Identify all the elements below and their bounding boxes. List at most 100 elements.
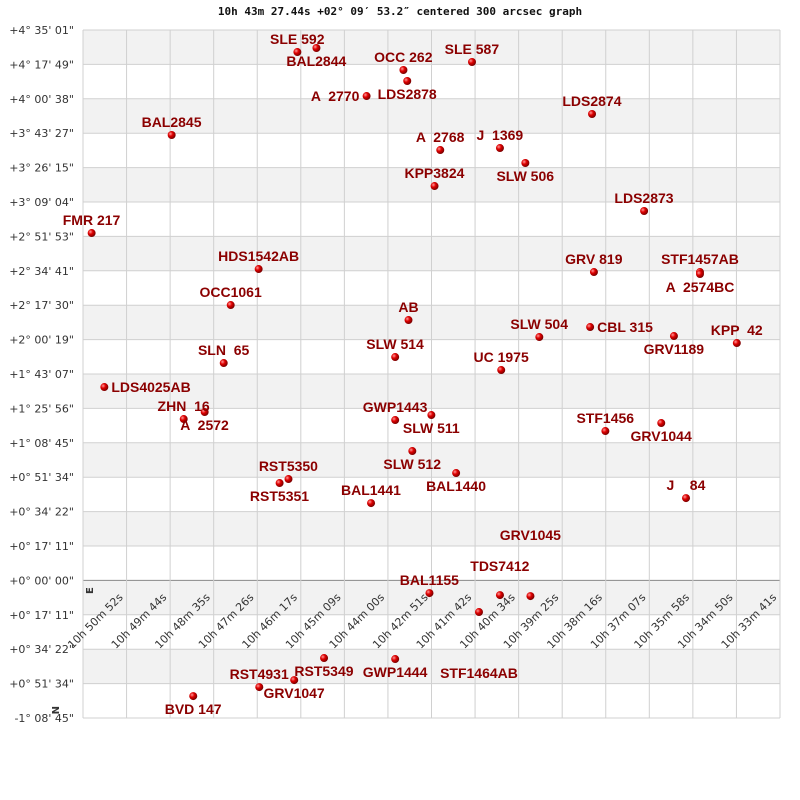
y-tick-label: -1° 08' 45" bbox=[14, 712, 74, 725]
star-label: RST5351 bbox=[250, 488, 309, 504]
star-marker[interactable] bbox=[640, 207, 649, 216]
star-label: BAL1440 bbox=[426, 478, 486, 494]
star-marker[interactable] bbox=[468, 57, 477, 66]
star-marker[interactable] bbox=[430, 182, 439, 191]
star-label: SLE 587 bbox=[445, 41, 500, 57]
y-tick-label: +2° 17' 30" bbox=[9, 299, 74, 312]
star-marker[interactable] bbox=[226, 301, 235, 310]
y-tick-label: +0° 17' 11" bbox=[9, 609, 74, 622]
star-marker[interactable] bbox=[732, 339, 741, 348]
y-tick-label: +0° 34' 22" bbox=[9, 643, 74, 656]
star-label: SLW 514 bbox=[366, 336, 424, 352]
star-label: GRV1189 bbox=[644, 341, 705, 357]
star-label: GRV1044 bbox=[631, 428, 692, 444]
star-marker[interactable] bbox=[189, 692, 198, 701]
star-marker[interactable] bbox=[427, 411, 436, 420]
star-marker[interactable] bbox=[219, 359, 228, 368]
star-marker[interactable] bbox=[391, 353, 400, 362]
star-marker[interactable] bbox=[495, 144, 504, 153]
star-label: GWP1444 bbox=[363, 664, 428, 680]
star-marker[interactable] bbox=[254, 265, 263, 274]
star-marker[interactable] bbox=[320, 654, 329, 663]
star-marker[interactable] bbox=[586, 323, 595, 332]
star-marker[interactable] bbox=[521, 159, 530, 168]
star-label: CBL 315 bbox=[597, 319, 653, 335]
star-label: LDS4025AB bbox=[111, 379, 190, 395]
star-marker[interactable] bbox=[669, 332, 678, 341]
star-marker[interactable] bbox=[403, 77, 412, 86]
star-marker[interactable] bbox=[408, 447, 417, 456]
star-label: STF1464AB bbox=[440, 665, 518, 681]
star-label: GWP1443 bbox=[363, 399, 428, 415]
y-tick-label: +0° 17' 11" bbox=[9, 540, 74, 553]
star-label: GRV 819 bbox=[565, 251, 623, 267]
star-label: GRV1045 bbox=[500, 527, 561, 543]
star-label: STF1456 bbox=[576, 410, 634, 426]
star-marker[interactable] bbox=[290, 676, 299, 685]
star-label: FMR 217 bbox=[63, 212, 121, 228]
star-marker[interactable] bbox=[367, 499, 376, 508]
y-tick-label: +4° 17' 49" bbox=[9, 58, 74, 71]
y-tick-label: +3° 26' 15" bbox=[9, 162, 74, 175]
star-marker[interactable] bbox=[497, 366, 506, 375]
y-tick-label: +3° 09' 04" bbox=[9, 196, 74, 209]
star-marker[interactable] bbox=[167, 131, 176, 140]
star-marker[interactable] bbox=[601, 427, 610, 436]
y-tick-label: +2° 34' 41" bbox=[9, 265, 74, 278]
star-marker[interactable] bbox=[391, 416, 400, 425]
star-label: ZHN 16 bbox=[158, 398, 210, 414]
star-label: A 2770 bbox=[311, 88, 360, 104]
chart-title: 10h 43m 27.44s +02° 09′ 53.2″ centered 3… bbox=[217, 5, 583, 18]
star-marker[interactable] bbox=[589, 268, 598, 277]
star-marker[interactable] bbox=[474, 608, 483, 617]
star-marker[interactable] bbox=[425, 589, 434, 598]
star-label: UC 1975 bbox=[473, 349, 528, 365]
star-marker[interactable] bbox=[436, 146, 445, 155]
star-label: STF1457AB bbox=[661, 251, 739, 267]
star-marker[interactable] bbox=[100, 383, 109, 392]
star-label: LDS2874 bbox=[562, 93, 621, 109]
star-label: A 2572 bbox=[180, 417, 229, 433]
star-label: OCC 262 bbox=[374, 49, 433, 65]
star-label: SLW 504 bbox=[510, 316, 568, 332]
star-marker[interactable] bbox=[682, 494, 691, 503]
y-tick-label: +4° 00' 38" bbox=[9, 93, 74, 106]
star-marker[interactable] bbox=[404, 316, 413, 325]
y-tick-label: +0° 51' 34" bbox=[9, 471, 74, 484]
star-marker[interactable] bbox=[362, 92, 371, 101]
star-marker[interactable] bbox=[452, 469, 461, 478]
star-marker[interactable] bbox=[695, 270, 704, 279]
star-label: A 2574BC bbox=[666, 279, 735, 295]
y-tick-label: +2° 00' 19" bbox=[9, 334, 74, 347]
star-marker[interactable] bbox=[87, 229, 96, 238]
star-marker[interactable] bbox=[535, 333, 544, 342]
star-label: RST4931 bbox=[230, 666, 289, 682]
star-marker[interactable] bbox=[284, 475, 293, 484]
star-marker[interactable] bbox=[588, 109, 597, 118]
star-label: BAL2845 bbox=[142, 114, 202, 130]
star-label: SLW 511 bbox=[403, 420, 460, 436]
star-label: BVD 147 bbox=[165, 701, 222, 717]
star-marker[interactable] bbox=[399, 65, 408, 74]
y-tick-label: +0° 00' 00" bbox=[9, 574, 74, 587]
star-marker[interactable] bbox=[312, 44, 321, 53]
star-marker[interactable] bbox=[200, 408, 209, 417]
star-marker[interactable] bbox=[391, 655, 400, 664]
star-marker[interactable] bbox=[526, 592, 535, 601]
star-label: GRV1047 bbox=[263, 685, 324, 701]
star-marker[interactable] bbox=[293, 48, 302, 57]
star-label: A 2768 bbox=[416, 129, 465, 145]
star-marker[interactable] bbox=[495, 591, 504, 600]
y-tick-label: +3° 43' 27" bbox=[9, 127, 74, 140]
star-marker[interactable] bbox=[275, 479, 284, 488]
star-label: LDS2873 bbox=[614, 190, 673, 206]
star-marker[interactable] bbox=[657, 419, 666, 428]
star-label: AB bbox=[398, 299, 418, 315]
y-tick-label: +1° 08' 45" bbox=[9, 437, 74, 450]
y-tick-label: +4° 35' 01" bbox=[9, 24, 74, 37]
star-marker[interactable] bbox=[179, 415, 188, 424]
star-label: KPP3824 bbox=[404, 165, 464, 181]
star-marker[interactable] bbox=[255, 683, 264, 692]
star-label: HDS1542AB bbox=[218, 248, 299, 264]
star-label: J 1369 bbox=[476, 127, 523, 143]
